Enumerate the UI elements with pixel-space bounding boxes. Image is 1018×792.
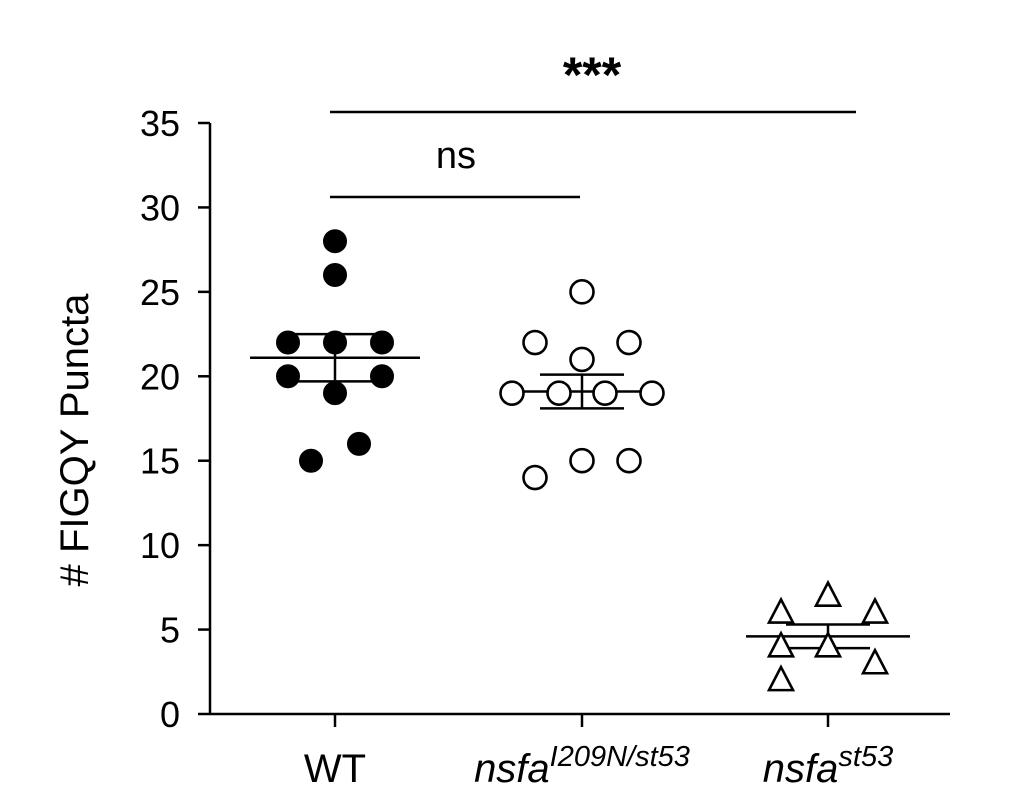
data-point (860, 596, 890, 624)
data-point (569, 346, 595, 373)
data-point (813, 630, 843, 658)
significance-brackets: ns *** (330, 47, 856, 199)
data-point (370, 364, 394, 389)
data-point (323, 229, 347, 254)
category-label: WT (304, 747, 366, 791)
data-point (592, 380, 618, 406)
data-point (813, 579, 843, 608)
y-ticks: 0 5 10 15 20 25 30 35 (140, 103, 210, 735)
data-point (370, 330, 394, 355)
data-point (522, 329, 548, 356)
y-tick-label: 10 (140, 525, 180, 566)
category-label: nsfaI209N/st53 (474, 741, 690, 791)
y-tick-label: 30 (140, 187, 180, 228)
significance-label: ns (436, 135, 476, 177)
data-point (299, 448, 323, 473)
y-tick-label: 15 (140, 441, 180, 482)
data-point (860, 647, 890, 675)
data-point (766, 664, 796, 692)
data-point (616, 447, 642, 474)
data-point (276, 364, 300, 389)
axes (208, 123, 950, 716)
data-points (276, 229, 890, 692)
data-point (323, 330, 347, 355)
data-point (569, 447, 595, 474)
significance-label: *** (563, 47, 622, 103)
y-tick-label: 5 (160, 610, 180, 651)
data-point (766, 596, 796, 624)
mean-sem-bars (250, 332, 910, 650)
y-tick-label: 25 (140, 272, 180, 313)
x-ticks (333, 714, 830, 727)
category-label: nsfast53 (763, 741, 893, 791)
data-point (766, 630, 796, 658)
data-point (522, 464, 548, 491)
data-point (276, 330, 300, 355)
data-point (499, 380, 525, 406)
y-axis-label: # FIGQY Puncta (53, 293, 97, 586)
y-tick-label: 20 (140, 356, 180, 397)
y-tick-label: 0 (160, 694, 180, 735)
data-point (616, 329, 642, 356)
category-labels: WT nsfaI209N/st53 nsfast53 (304, 741, 893, 791)
y-tick-label: 35 (140, 103, 180, 144)
data-point (347, 431, 371, 456)
data-point (569, 279, 595, 305)
data-point (323, 262, 347, 287)
data-point (639, 380, 665, 406)
data-point (323, 381, 347, 406)
data-point (546, 380, 572, 406)
